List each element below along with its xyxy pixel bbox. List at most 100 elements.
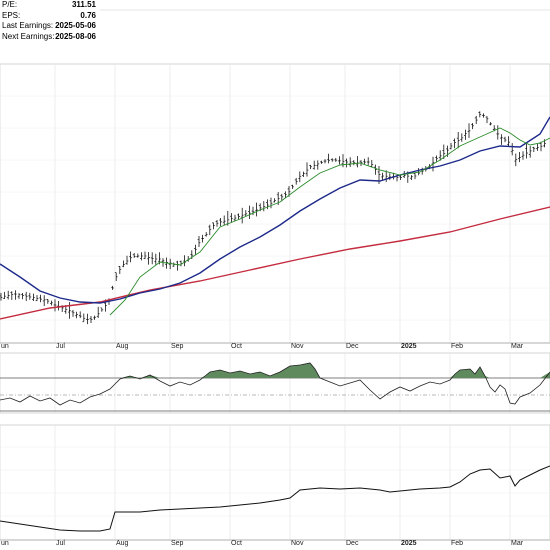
price-bar <box>348 157 352 167</box>
oscillator-panel <box>0 352 550 414</box>
price-bar <box>474 115 478 125</box>
price-bar <box>222 215 226 226</box>
oscillator-panel-frame <box>0 352 550 414</box>
stat-label: EPS: <box>2 10 21 20</box>
price-bar <box>78 311 82 319</box>
price-bar <box>539 141 543 152</box>
price-bar <box>132 253 136 258</box>
price-bar <box>71 309 75 317</box>
price-bar <box>366 157 370 166</box>
price-bar <box>230 213 233 223</box>
price-bar <box>129 251 132 263</box>
price-bar <box>237 213 240 220</box>
price-bar <box>136 253 140 258</box>
price-bar <box>280 193 284 202</box>
price-bar <box>521 151 525 160</box>
volume-x-tick-label: Nov <box>291 540 304 547</box>
price-bar <box>3 291 6 299</box>
price-panel-frame <box>0 63 550 344</box>
price-bar <box>46 299 50 304</box>
price-bar <box>201 234 204 243</box>
volume-panel-frame <box>0 424 550 541</box>
price-x-tick-label: un <box>1 343 9 350</box>
stat-value: 2025-08-06 <box>55 31 96 41</box>
price-bar <box>334 157 338 162</box>
price-bar <box>518 152 521 163</box>
price-bar <box>284 191 287 199</box>
stat-value: 2025-05-06 <box>55 21 96 30</box>
price-panel <box>0 63 550 344</box>
price-bar <box>154 253 158 265</box>
price-bar <box>147 252 150 265</box>
price-bar <box>503 136 507 143</box>
price-x-tick-label: Nov <box>291 343 304 350</box>
volume-line <box>0 465 550 532</box>
price-bar <box>208 224 212 236</box>
price-bar <box>456 132 460 149</box>
price-bar <box>320 160 323 164</box>
price-bar <box>251 206 255 216</box>
price-bar <box>125 255 129 265</box>
price-bar <box>32 293 35 302</box>
price-bar <box>89 316 93 324</box>
price-bar <box>298 171 302 183</box>
price-bar <box>327 153 330 164</box>
price-bar <box>305 162 309 177</box>
price-bar <box>525 143 528 159</box>
price-bar <box>381 172 384 181</box>
price-bar <box>291 184 294 189</box>
volume-x-tick-label: Jul <box>56 540 65 547</box>
price-x-tick-label: Aug <box>116 343 129 350</box>
volume-x-tick-label: Mar <box>511 540 524 547</box>
price-bar <box>122 260 125 268</box>
price-bar <box>528 146 532 158</box>
price-bar <box>14 290 17 300</box>
price-bar <box>338 156 341 165</box>
volume-x-ticks: un Jul Aug Sep Oct Nov Dec 2025 Feb Mar <box>1 540 524 547</box>
price-bar <box>467 123 471 138</box>
price-bar <box>489 122 492 126</box>
price-bar <box>42 295 46 307</box>
oscillator-overbought-fill <box>120 363 550 378</box>
price-bar <box>352 160 356 166</box>
price-bar <box>435 155 438 163</box>
stats-box: P/E: 311.51 EPS: 0.76 Last Earnings: 202… <box>0 0 100 42</box>
stat-row-last-earnings: Last Earnings: 2025-05-06 <box>0 21 100 32</box>
price-bar <box>204 232 208 237</box>
ma50-line <box>0 116 550 304</box>
price-bar <box>507 136 510 147</box>
price-bar <box>10 291 14 300</box>
price-bar <box>294 177 298 185</box>
price-bar <box>302 171 305 178</box>
price-bar <box>50 300 53 306</box>
price-bar <box>0 292 3 301</box>
price-bar <box>96 306 100 318</box>
stat-row-pe: P/E: 311.51 <box>0 0 100 11</box>
price-bar <box>93 315 96 320</box>
price-bar <box>410 175 413 181</box>
price-x-tick-label: Mar <box>511 343 524 350</box>
price-bar <box>194 244 197 255</box>
stat-label: Next Earnings: <box>2 31 55 41</box>
price-bar <box>482 113 485 118</box>
stat-value: 311.51 <box>71 0 96 9</box>
price-bar <box>453 138 456 149</box>
price-bar <box>273 198 276 203</box>
price-bar <box>255 202 258 217</box>
price-bar <box>21 292 24 300</box>
price-bar <box>233 214 237 221</box>
price-bar <box>197 235 201 247</box>
price-x-tick-label: Jul <box>56 343 65 350</box>
stat-label: Last Earnings: <box>2 21 54 30</box>
stat-label: P/E: <box>2 0 18 9</box>
stat-row-eps: EPS: 0.76 <box>0 11 100 22</box>
ma20-line <box>109 127 550 316</box>
price-bar <box>464 129 467 140</box>
price-bar <box>240 207 244 224</box>
price-bar <box>309 164 312 170</box>
price-x-tick-label: Feb <box>451 343 463 350</box>
price-bar <box>460 133 464 142</box>
price-bar <box>6 290 10 300</box>
price-bar <box>500 134 503 145</box>
